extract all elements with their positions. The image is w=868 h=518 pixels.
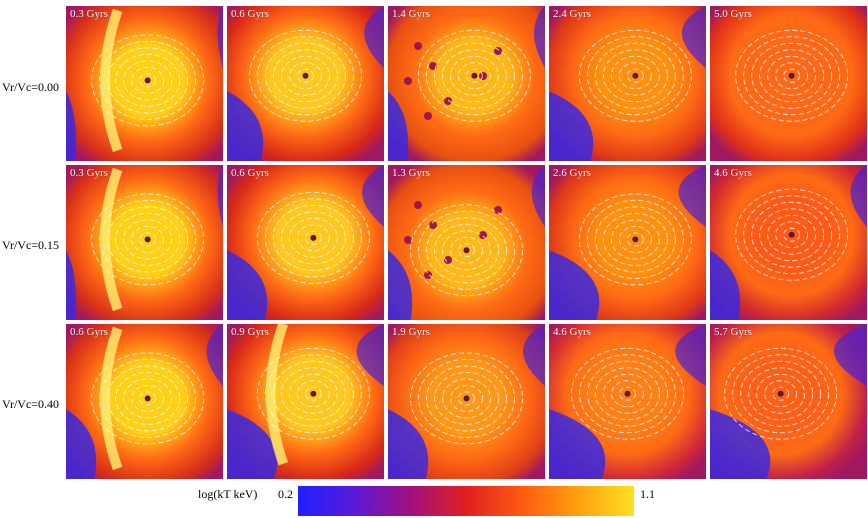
simulation-panel-r1c3: 1.4 Gyrs <box>388 6 545 161</box>
temperature-map <box>710 6 867 161</box>
panel-time-label: 4.6 Gyrs <box>714 167 752 179</box>
simulation-panel-r1c2: 0.6 Gyrs <box>227 6 384 161</box>
simulation-panel-r2c5: 4.6 Gyrs <box>710 165 867 320</box>
panel-time-label: 5.0 Gyrs <box>714 8 752 20</box>
simulation-panel-r2c3: 1.3 Gyrs <box>388 165 545 320</box>
panel-time-label: 0.6 Gyrs <box>70 326 108 338</box>
temperature-map <box>549 6 706 161</box>
simulation-panel-r2c4: 2.6 Gyrs <box>549 165 706 320</box>
panel-time-label: 0.9 Gyrs <box>231 326 269 338</box>
temperature-map <box>227 165 384 320</box>
panel-time-label: 0.3 Gyrs <box>70 167 108 179</box>
simulation-panel-r3c5: 5.7 Gyrs <box>710 324 867 479</box>
row-label-3: Vr/Vc=0.40 <box>2 397 60 411</box>
row-label-2: Vr/Vc=0.15 <box>2 238 60 252</box>
temperature-map <box>549 165 706 320</box>
simulation-panel-r1c1: 0.3 Gyrs <box>66 6 223 161</box>
temperature-map <box>388 165 545 320</box>
simulation-panel-r3c3: 1.9 Gyrs <box>388 324 545 479</box>
temperature-map <box>549 324 706 479</box>
colorbar-max-value: 1.1 <box>640 487 655 501</box>
simulation-panel-r3c1: 0.6 Gyrs <box>66 324 223 479</box>
panel-time-label: 1.9 Gyrs <box>392 326 430 338</box>
panel-time-label: 1.3 Gyrs <box>392 167 430 179</box>
temperature-map <box>66 6 223 161</box>
temperature-colorbar <box>298 486 634 516</box>
simulation-panel-r3c2: 0.9 Gyrs <box>227 324 384 479</box>
temperature-map <box>710 324 867 479</box>
temperature-map <box>227 6 384 161</box>
panel-time-label: 4.6 Gyrs <box>553 326 591 338</box>
simulation-panel-r1c5: 5.0 Gyrs <box>710 6 867 161</box>
panel-time-label: 0.6 Gyrs <box>231 8 269 20</box>
panel-time-label: 2.6 Gyrs <box>553 167 591 179</box>
panel-time-label: 2.4 Gyrs <box>553 8 591 20</box>
colorbar-label: log(kT keV) <box>198 487 258 501</box>
temperature-map <box>66 324 223 479</box>
simulation-panel-r2c2: 0.6 Gyrs <box>227 165 384 320</box>
temperature-map <box>66 165 223 320</box>
simulation-panel-r2c1: 0.3 Gyrs <box>66 165 223 320</box>
panel-time-label: 0.3 Gyrs <box>70 8 108 20</box>
simulation-panel-r3c4: 4.6 Gyrs <box>549 324 706 479</box>
simulation-panel-r1c4: 2.4 Gyrs <box>549 6 706 161</box>
temperature-map <box>388 324 545 479</box>
temperature-map <box>710 165 867 320</box>
panel-time-label: 1.4 Gyrs <box>392 8 430 20</box>
colorbar-min-value: 0.2 <box>278 487 293 501</box>
panel-time-label: 5.7 Gyrs <box>714 326 752 338</box>
temperature-map <box>388 6 545 161</box>
temperature-map <box>227 324 384 479</box>
panel-time-label: 0.6 Gyrs <box>231 167 269 179</box>
row-label-1: Vr/Vc=0.00 <box>2 80 60 94</box>
